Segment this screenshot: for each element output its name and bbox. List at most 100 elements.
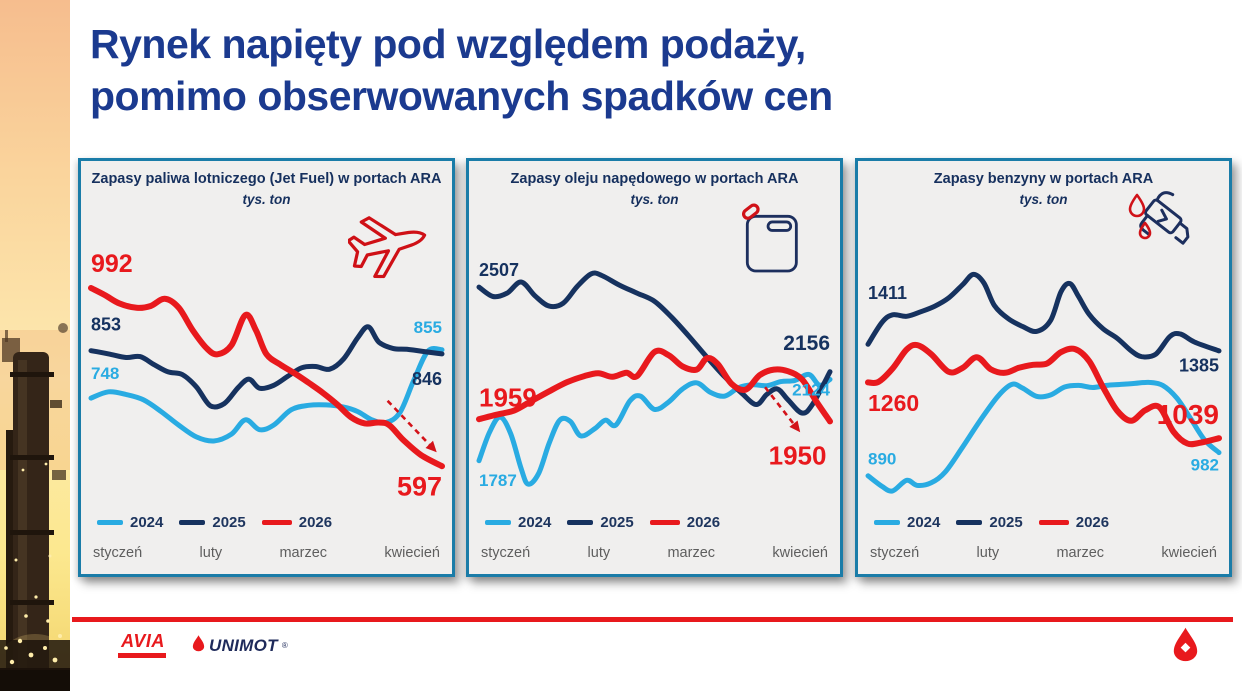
refinery-photo: [0, 0, 70, 691]
chart-panel-diesel: Zapasy oleju napędowego w portach ARA ty…: [466, 158, 843, 577]
line-series-2024: [88, 346, 445, 444]
legend-swatch-2026: [261, 519, 292, 526]
line-series-2026: [88, 285, 445, 470]
legend-item-2025: 2025: [179, 514, 246, 531]
x-axis-label-kwiecień: kwiecień: [772, 545, 828, 561]
chart-legend: 2024 2025 2026: [485, 514, 720, 531]
trend-arrow: [764, 386, 796, 427]
page-title-line1: Rynek napięty pod względem podaży,: [90, 21, 806, 67]
line-series-2024: [865, 379, 1222, 494]
x-axis-labels: styczeń luty marzec kwiecień: [93, 545, 440, 561]
data-label-982: 982: [1191, 456, 1219, 475]
x-axis-label-marzec: marzec: [667, 545, 716, 561]
line-series-2024: [476, 371, 833, 487]
diesel-chart: 2507 1959 1787 2156 2124 1950: [476, 260, 833, 490]
legend-item-2025: 2025: [567, 514, 634, 531]
data-label-2124: 2124: [792, 381, 830, 400]
data-label-2507: 2507: [479, 260, 519, 280]
legend-label-2025: 2025: [600, 514, 634, 531]
avia-logo-text: AVIA: [121, 631, 165, 651]
footer-divider: [72, 617, 1233, 622]
chart-subtitle: tys. ton: [1019, 192, 1068, 207]
fuel-nozzle-icon: [1115, 183, 1199, 270]
chart-panel-gasoline: Zapasy benzyny w portach ARA tys. ton 14…: [855, 158, 1232, 577]
legend-item-2026: 2026: [261, 514, 333, 531]
data-label-1959: 1959: [479, 383, 537, 413]
line-series-2026: [476, 347, 833, 425]
legend-label-2026: 2026: [298, 514, 333, 531]
avia-logo-bar: [118, 653, 166, 658]
data-label-992: 992: [91, 250, 133, 278]
data-label-748: 748: [91, 364, 119, 383]
legend-label-2026: 2026: [1075, 514, 1110, 531]
chart-legend: 2024 2025 2026: [97, 514, 332, 531]
data-label-597: 597: [397, 471, 442, 501]
data-label-1039: 1039: [1157, 399, 1219, 430]
x-axis-label-luty: luty: [199, 545, 223, 561]
legend-label-2024: 2024: [130, 514, 164, 531]
page-title: Rynek napięty pod względem podaży, pomim…: [90, 18, 833, 123]
trend-arrow-head: [789, 420, 801, 433]
legend-label-2025: 2025: [212, 514, 246, 531]
line-series-2025: [476, 270, 833, 416]
data-label-855: 855: [414, 318, 442, 337]
trend-arrow: [386, 399, 431, 446]
x-axis-label-kwiecień: kwiecień: [384, 545, 440, 561]
unimot-logo: UNIMOT ®: [192, 634, 288, 657]
drop-logo-icon: [1172, 626, 1199, 667]
x-axis-label-styczeń: styczeń: [870, 545, 920, 561]
jet-fuel-chart: 992 853 748 855 846 597: [88, 250, 445, 501]
x-axis-labels: styczeń luty marzec kwiecień: [481, 545, 828, 561]
data-label-846: 846: [412, 369, 442, 389]
x-axis-label-marzec: marzec: [1056, 545, 1105, 561]
chart-title: Zapasy benzyny w portach ARA: [933, 171, 1154, 187]
legend-swatch-2025: [956, 520, 983, 525]
legend-item-2024: 2024: [97, 514, 163, 531]
chart-legend: 2024 2025 2026: [874, 514, 1109, 531]
airplane-icon: [346, 203, 430, 290]
registered-mark: ®: [281, 641, 288, 650]
chart-panel-jet-fuel: Zapasy paliwa lotniczego (Jet Fuel) w po…: [78, 158, 455, 577]
chart-subtitle: tys. ton: [242, 192, 291, 207]
jerrycan-icon: [736, 201, 802, 280]
x-axis-label-luty: luty: [587, 545, 611, 561]
legend-item-2026: 2026: [649, 514, 721, 531]
trend-arrow-head: [425, 440, 437, 453]
legend-swatch-2026: [1038, 519, 1069, 526]
data-label-853: 853: [91, 315, 121, 335]
x-axis-label-styczeń: styczeń: [481, 545, 531, 561]
data-label-1411: 1411: [868, 283, 907, 303]
avia-logo: AVIA: [118, 631, 168, 658]
legend-label-2024: 2024: [518, 514, 552, 531]
data-label-1385: 1385: [1179, 356, 1219, 376]
x-axis-label-luty: luty: [976, 545, 1000, 561]
chart-title: Zapasy paliwa lotniczego (Jet Fuel) w po…: [91, 171, 442, 187]
line-series-2026: [865, 341, 1222, 448]
legend-label-2025: 2025: [989, 514, 1023, 531]
legend-swatch-2024: [485, 520, 511, 525]
legend-label-2024: 2024: [907, 514, 941, 531]
legend-item-2024: 2024: [874, 514, 940, 531]
data-label-1950: 1950: [769, 440, 827, 470]
x-axis-label-kwiecień: kwiecień: [1161, 545, 1217, 561]
gasoline-chart: 1411 1260 890 1385 1039 982: [865, 271, 1222, 494]
line-series-2025: [865, 271, 1222, 360]
x-axis-labels: styczeń luty marzec kwiecień: [870, 545, 1217, 561]
legend-label-2026: 2026: [686, 514, 721, 531]
legend-swatch-2025: [179, 520, 206, 525]
legend-swatch-2024: [97, 520, 123, 525]
chart-subtitle: tys. ton: [630, 192, 679, 207]
data-label-1260: 1260: [868, 390, 919, 416]
x-axis-label-styczeń: styczeń: [93, 545, 143, 561]
legend-item-2026: 2026: [1038, 514, 1110, 531]
legend-swatch-2026: [649, 519, 680, 526]
legend-item-2025: 2025: [956, 514, 1023, 531]
line-series-2025: [88, 324, 445, 410]
data-label-2156: 2156: [783, 332, 830, 355]
page-title-line2: pomimo obserwowanych spadków cen: [90, 73, 833, 120]
unimot-logo-text: UNIMOT: [209, 635, 278, 655]
legend-swatch-2024: [874, 520, 900, 525]
legend-swatch-2025: [567, 520, 594, 525]
unimot-drop-icon: [192, 634, 205, 657]
